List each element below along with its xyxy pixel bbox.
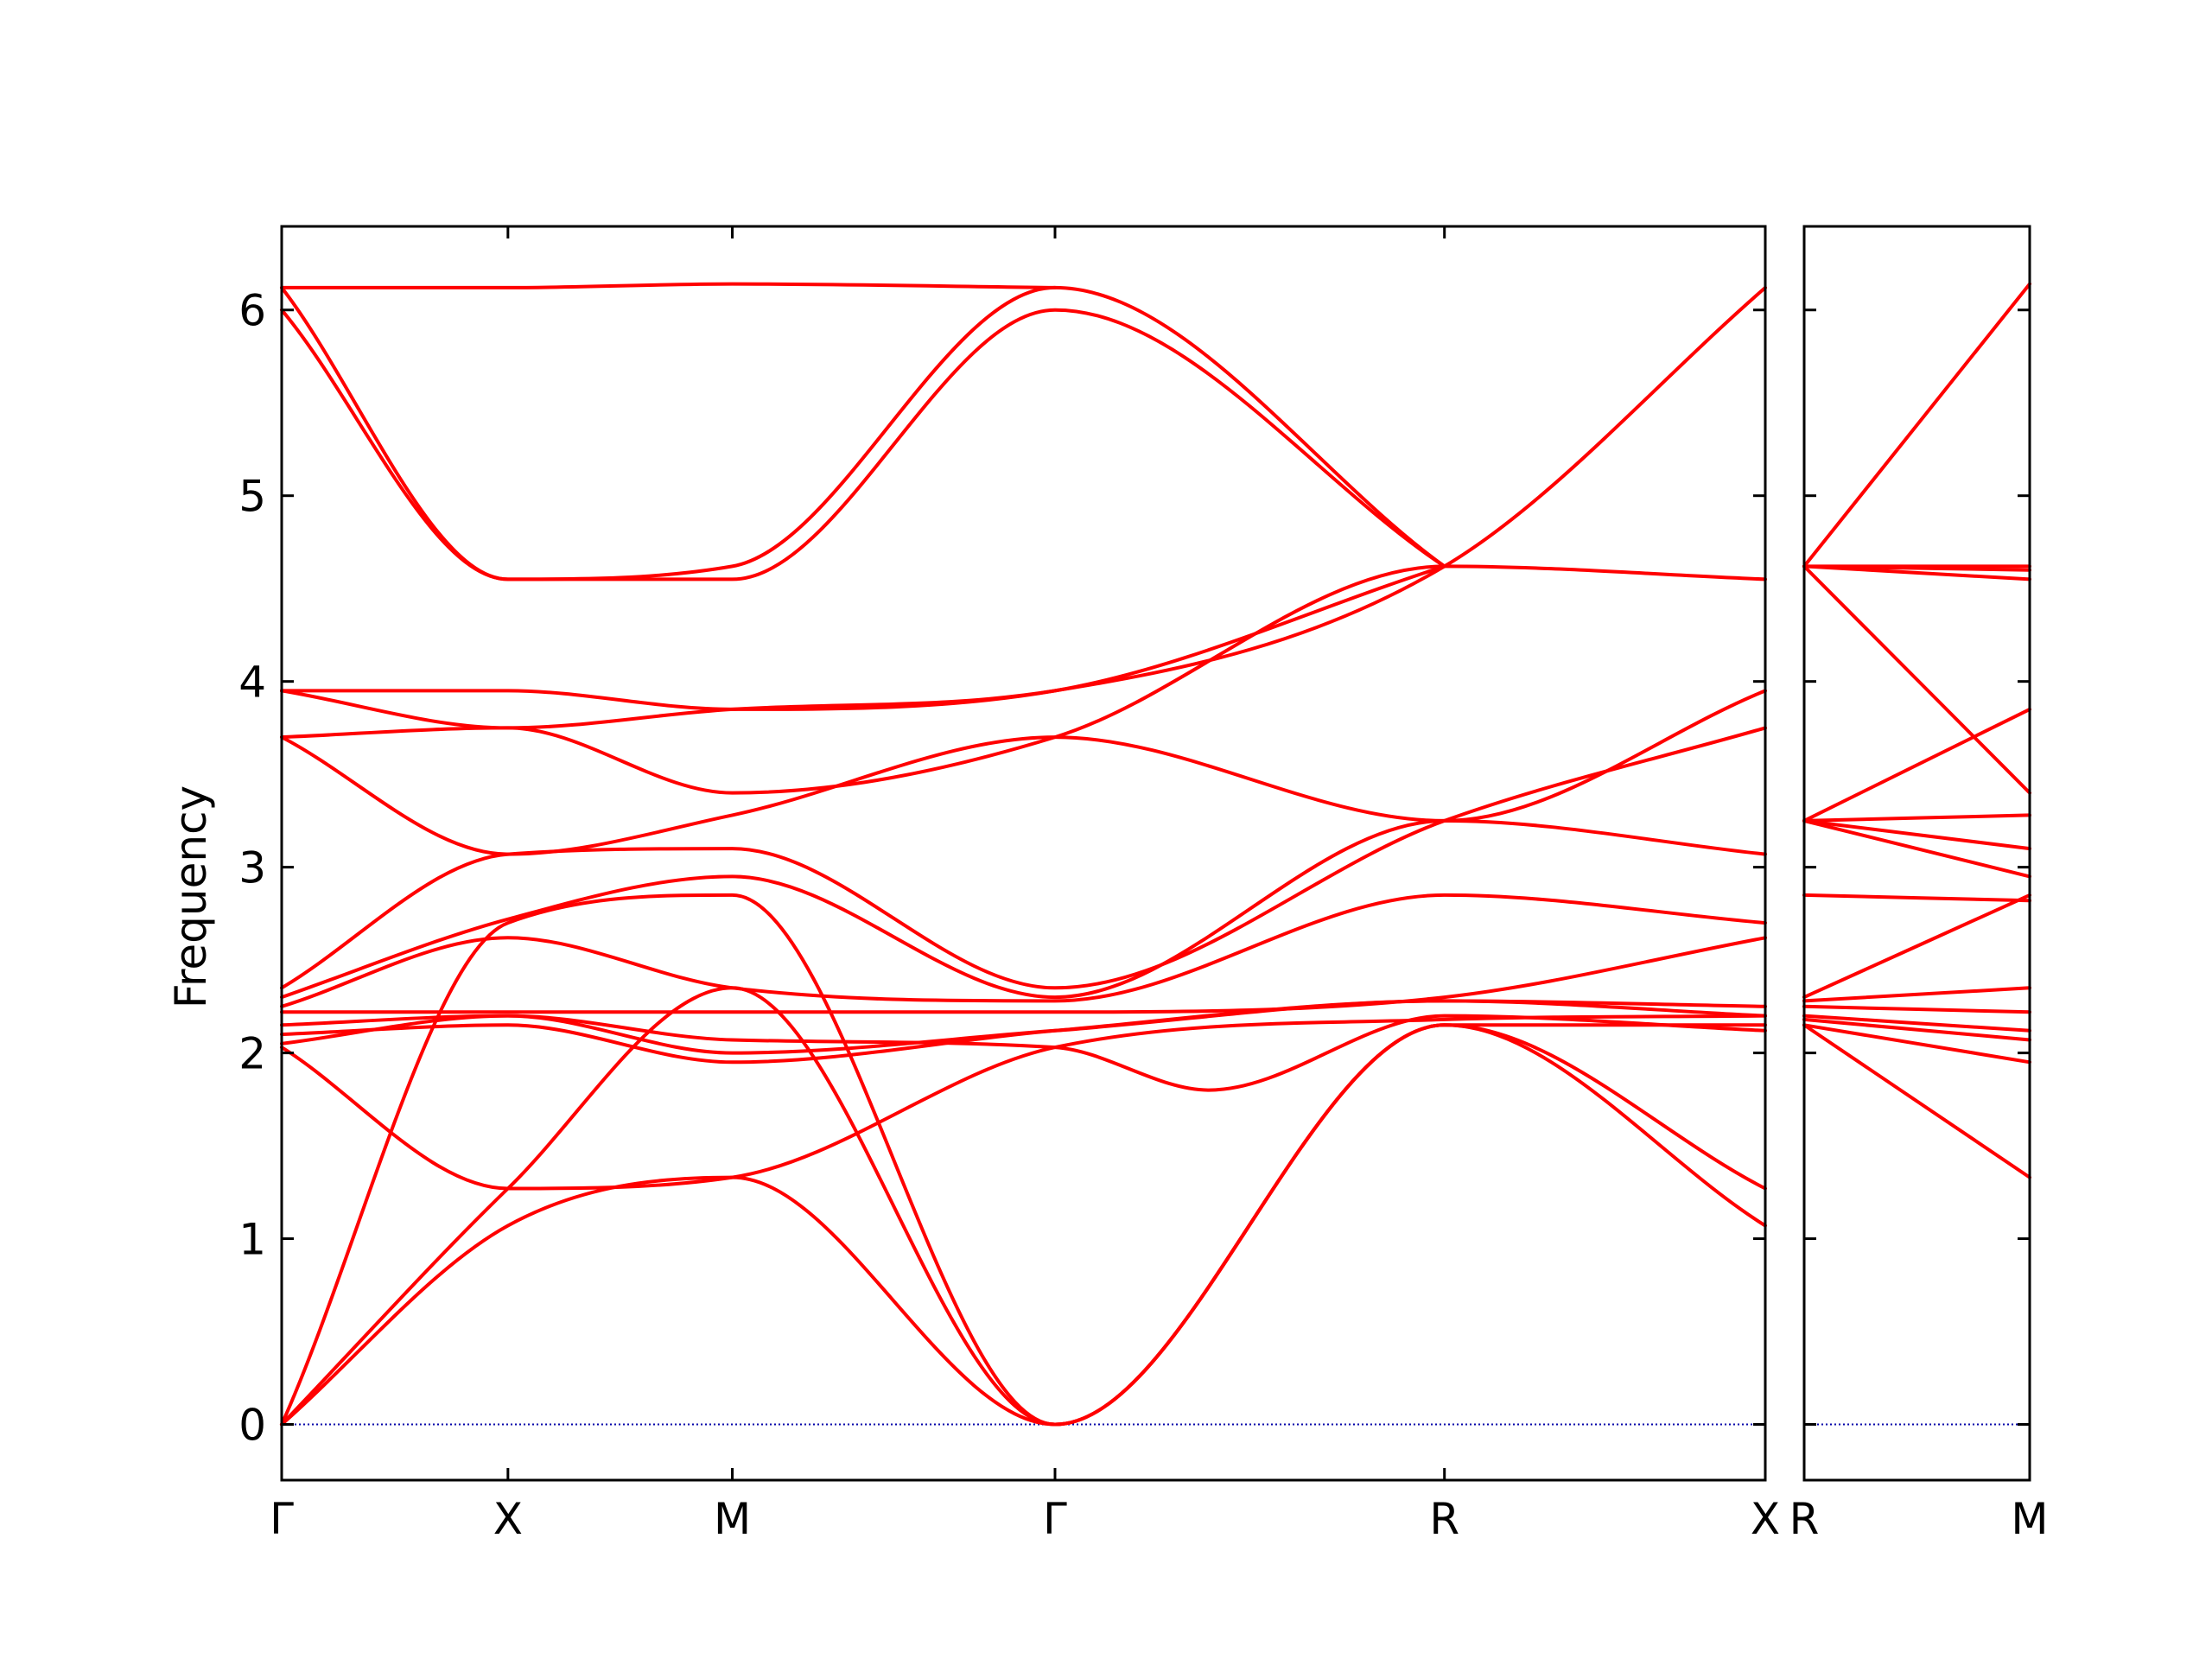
band-line-0-17 <box>280 282 1057 289</box>
x-tick-label: M <box>2011 1494 2048 1544</box>
x-tick-label: Γ <box>1043 1494 1067 1544</box>
band-line-0-2 <box>280 893 1767 1427</box>
band-line-1-7 <box>1802 893 2031 903</box>
x-tick-label: X <box>1751 1494 1780 1544</box>
band-line-1-9 <box>1802 818 2031 851</box>
band-line-1-16 <box>1802 282 2031 569</box>
x-tick-label: M <box>714 1494 751 1544</box>
band-line-0-0 <box>280 1023 1767 1427</box>
band-line-0-11 <box>280 689 1767 856</box>
band-line-0-6 <box>280 999 1767 1055</box>
band-line-0-3 <box>280 1014 1767 1191</box>
plot-frame-0 <box>280 225 1767 1482</box>
band-line-1-12 <box>1802 564 2031 795</box>
band-line-0-15 <box>280 308 1446 582</box>
y-tick-label: 5 <box>238 472 266 522</box>
band-line-0-9 <box>280 818 1767 1000</box>
band-line-1-6 <box>1802 893 2031 1000</box>
x-tick-label: X <box>493 1494 523 1544</box>
band-line-1-10 <box>1802 813 2031 823</box>
band-line-1-4 <box>1802 1004 2031 1014</box>
band-line-0-8 <box>280 893 1767 1008</box>
band-line-0-10 <box>280 726 1767 990</box>
band-line-0-7 <box>280 936 1767 1014</box>
band-line-1-5 <box>1802 986 2031 1003</box>
plot-frame-1 <box>1802 225 2031 1482</box>
band-line-0-12 <box>280 564 1767 795</box>
x-tick-label: R <box>1789 1494 1820 1544</box>
band-line-1-3 <box>1802 1014 2031 1033</box>
y-tick-label: 6 <box>238 286 266 336</box>
band-line-0-14 <box>280 564 1446 711</box>
band-line-1-1 <box>1802 1023 2031 1065</box>
band-line-1-8 <box>1802 818 2031 879</box>
y-tick-label: 0 <box>238 1401 266 1451</box>
y-axis-label: Frequency <box>166 785 216 1008</box>
band-line-0-13 <box>280 285 1767 730</box>
y-tick-label: 1 <box>238 1215 266 1265</box>
y-tick-label: 3 <box>238 843 266 893</box>
x-tick-label: Γ <box>270 1494 294 1544</box>
band-line-0-1 <box>280 986 1767 1427</box>
y-tick-label: 2 <box>238 1029 266 1079</box>
band-line-1-2 <box>1802 1017 2031 1042</box>
band-line-0-16 <box>280 285 1446 582</box>
band-line-1-0 <box>1802 1023 2031 1179</box>
y-tick-label: 4 <box>238 658 266 708</box>
band-line-1-11 <box>1802 707 2031 823</box>
x-tick-label: R <box>1429 1494 1459 1544</box>
